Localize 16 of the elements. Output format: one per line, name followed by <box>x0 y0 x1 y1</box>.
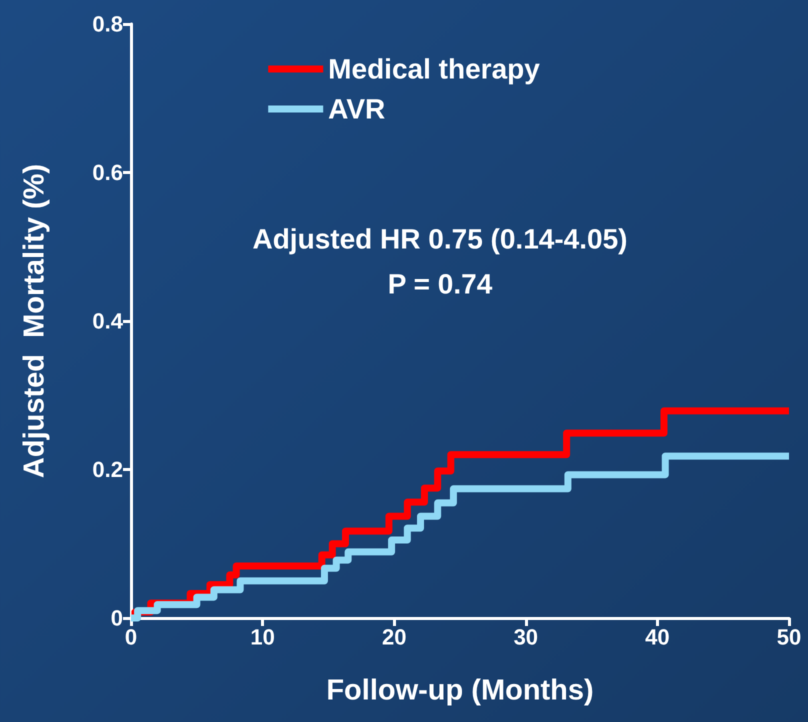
x-tick-label: 30 <box>514 624 538 650</box>
annotation: P = 0.74 <box>388 268 493 300</box>
y-axis-title: Adjusted Mortality (%) <box>18 164 50 478</box>
legend-label: Medical therapy <box>328 54 540 84</box>
y-tick-label: 0.6 <box>92 160 123 185</box>
y-tick-label: 0.4 <box>92 308 124 334</box>
x-tick-label: 40 <box>645 624 670 650</box>
annotation: Adjusted HR 0.75 (0.14-4.05) <box>252 224 628 254</box>
y-tick-label: 0 <box>110 606 123 630</box>
x-tick-label: 20 <box>382 624 406 650</box>
y-tick-label: 0.2 <box>92 457 123 482</box>
x-axis-title: Follow-up (Months) <box>326 674 594 706</box>
legend-label: AVR <box>328 94 386 124</box>
x-tick-label: 10 <box>250 624 275 650</box>
y-tick-label: 0.8 <box>92 12 123 36</box>
x-tick-label: 50 <box>776 624 802 650</box>
